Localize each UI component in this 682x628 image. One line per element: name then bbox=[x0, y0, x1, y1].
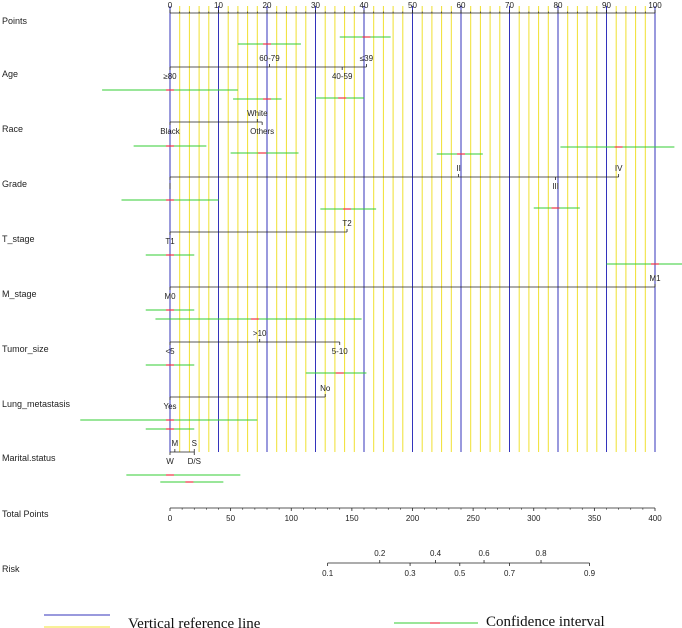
variable-label: Tumor_size bbox=[2, 344, 49, 354]
variable-row-race: Race Black White Others bbox=[2, 109, 483, 155]
total-points-label: Total Points bbox=[2, 509, 49, 519]
total-points-tick-label: 400 bbox=[648, 514, 662, 523]
level-label: II bbox=[456, 164, 460, 173]
level-label: Black bbox=[160, 127, 181, 136]
level-label: ≤39 bbox=[360, 54, 374, 63]
level-label: 5-10 bbox=[332, 347, 349, 356]
variable-label: M_stage bbox=[2, 289, 37, 299]
risk-tick-label: 0.5 bbox=[454, 569, 466, 578]
risk-tick-label: 0.7 bbox=[504, 569, 516, 578]
points-axis-tick-label: 90 bbox=[602, 1, 611, 10]
total-points-tick-label: 0 bbox=[168, 514, 173, 523]
variable-label: Marital.status bbox=[2, 453, 56, 463]
points-axis-tick-label: 50 bbox=[408, 1, 417, 10]
level-label: M bbox=[172, 439, 179, 448]
risk-tick-label: 0.8 bbox=[535, 549, 547, 558]
points-axis-tick-label: 30 bbox=[311, 1, 320, 10]
variable-label: Grade bbox=[2, 179, 27, 189]
level-label: Yes bbox=[163, 402, 176, 411]
level-label: III bbox=[552, 182, 559, 191]
total-points-tick-label: 300 bbox=[527, 514, 541, 523]
level-label: T2 bbox=[342, 219, 352, 228]
level-label: S bbox=[192, 439, 197, 448]
risk-label: Risk bbox=[2, 564, 20, 574]
total-points-tick-label: 350 bbox=[588, 514, 602, 523]
level-label: W bbox=[166, 457, 174, 466]
level-label: D/S bbox=[188, 457, 201, 466]
level-label: ≥80 bbox=[163, 72, 177, 81]
points-axis-tick-label: 20 bbox=[263, 1, 272, 10]
variable-row-m-stage: M_stage M0 M1 bbox=[2, 274, 661, 320]
legend-reference-label: Vertical reference line bbox=[128, 616, 261, 628]
level-label: I bbox=[169, 182, 171, 191]
variable-label: T_stage bbox=[2, 234, 35, 244]
level-label: 40-59 bbox=[332, 72, 353, 81]
risk-tick-label: 0.2 bbox=[374, 549, 386, 558]
total-points-tick-label: 200 bbox=[406, 514, 420, 523]
level-label: >10 bbox=[253, 329, 267, 338]
risk-tick-label: 0.6 bbox=[478, 549, 490, 558]
legend-confidence-label: Confidence interval bbox=[486, 614, 605, 628]
level-label: 60-79 bbox=[259, 54, 280, 63]
variable-row-marital-status: Marital.status M S W D/S bbox=[2, 439, 241, 483]
variable-row-age: Age ≥80 60-79 40-59 ≤39 bbox=[2, 36, 391, 100]
points-axis-tick-label: 40 bbox=[360, 1, 369, 10]
level-label: M1 bbox=[649, 274, 661, 283]
points-axis-tick-label: 100 bbox=[648, 1, 662, 10]
points-axis-label: Points bbox=[2, 16, 28, 26]
points-axis-tick-label: 10 bbox=[214, 1, 223, 10]
total-points-axis: 0 50 100 150 200 250 300 350 400 bbox=[168, 507, 662, 523]
level-label: M0 bbox=[164, 292, 176, 301]
total-points-tick-label: 250 bbox=[466, 514, 480, 523]
points-axis-tick-label: 80 bbox=[554, 1, 563, 10]
level-label: T1 bbox=[165, 237, 175, 246]
level-label: No bbox=[320, 384, 331, 393]
variable-row-lung-metastasis: Lung_metastasis Yes No bbox=[2, 384, 331, 430]
reference-lines bbox=[169, 6, 656, 452]
variable-label: Age bbox=[2, 69, 18, 79]
variable-label: Race bbox=[2, 124, 23, 134]
points-axis-tick-label: 60 bbox=[457, 1, 466, 10]
level-label: IV bbox=[615, 164, 623, 173]
variable-row-tumor-size: Tumor_size <5 >10 5-10 bbox=[2, 329, 367, 374]
legend: Vertical reference line Confidence inter… bbox=[44, 614, 605, 628]
variable-row-t-stage: T_stage T1 T2 bbox=[2, 219, 682, 265]
risk-tick-label: 0.3 bbox=[405, 569, 417, 578]
total-points-tick-label: 100 bbox=[285, 514, 299, 523]
level-label: Others bbox=[250, 127, 274, 136]
risk-tick-label: 0.1 bbox=[322, 569, 334, 578]
level-label: <5 bbox=[165, 347, 175, 356]
points-axis: 0 10 20 30 40 50 60 70 80 90 100 bbox=[168, 1, 662, 14]
points-axis-tick-label: 70 bbox=[505, 1, 514, 10]
risk-tick-label: 0.4 bbox=[430, 549, 442, 558]
total-points-tick-label: 50 bbox=[226, 514, 235, 523]
total-points-tick-label: 150 bbox=[345, 514, 359, 523]
nomogram-rows: Points 0 10 20 30 40 50 60 70 80 90 100 Age ≥80 60-7… bbox=[2, 1, 682, 578]
variable-rows: Age ≥80 60-79 40-59 ≤39 Race Black White Others G… bbox=[2, 36, 682, 483]
variable-label: Lung_metastasis bbox=[2, 399, 71, 409]
level-label: White bbox=[247, 109, 268, 118]
points-axis-tick-label: 0 bbox=[168, 1, 173, 10]
risk-tick-label: 0.9 bbox=[584, 569, 596, 578]
risk-axis: 0.2 0.4 0.6 0.8 0.1 0.3 0.5 0.7 0.9 bbox=[322, 549, 596, 578]
